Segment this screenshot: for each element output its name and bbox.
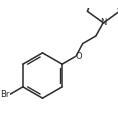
Text: O: O	[76, 52, 82, 61]
Text: Br: Br	[0, 90, 9, 99]
Text: N: N	[100, 18, 107, 27]
